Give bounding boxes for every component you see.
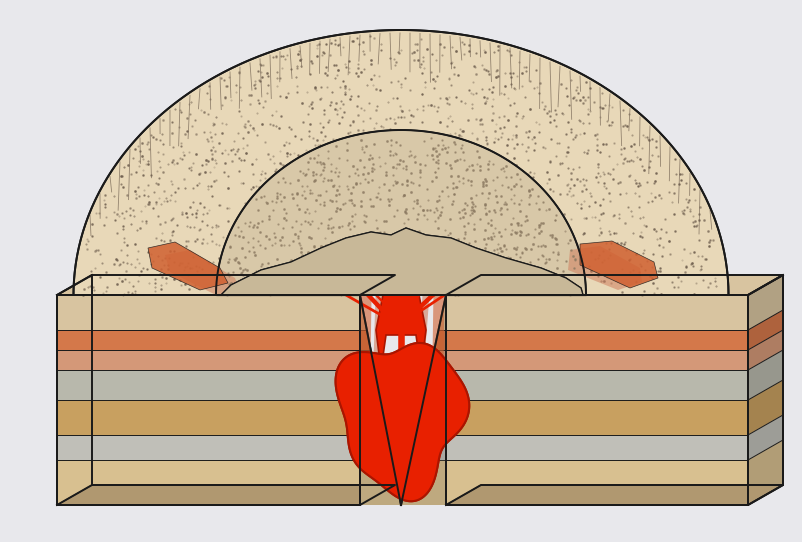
Polygon shape [74,30,727,295]
Polygon shape [567,246,642,290]
Polygon shape [359,370,380,400]
Polygon shape [747,275,782,330]
Polygon shape [445,435,747,460]
Polygon shape [57,295,359,330]
Polygon shape [359,400,387,435]
Polygon shape [359,330,371,350]
Polygon shape [423,370,445,400]
Polygon shape [400,460,445,505]
Polygon shape [57,330,359,350]
Polygon shape [445,460,747,505]
Polygon shape [445,295,747,330]
Polygon shape [216,130,585,295]
Polygon shape [445,350,747,370]
Polygon shape [747,380,782,435]
Polygon shape [359,295,367,330]
Polygon shape [429,350,445,370]
Polygon shape [57,370,359,400]
Polygon shape [747,310,782,350]
Polygon shape [445,370,747,400]
Polygon shape [359,460,400,505]
Polygon shape [148,242,228,290]
Polygon shape [445,275,782,295]
Polygon shape [359,350,375,370]
Polygon shape [57,275,395,295]
Polygon shape [359,435,391,460]
Polygon shape [747,440,782,505]
Polygon shape [164,250,240,296]
Polygon shape [221,228,582,295]
Polygon shape [438,295,445,330]
Polygon shape [57,435,359,460]
Polygon shape [445,330,747,350]
Polygon shape [57,400,359,435]
Polygon shape [221,228,582,295]
Polygon shape [445,485,782,505]
Polygon shape [415,400,445,435]
Polygon shape [747,350,782,400]
Polygon shape [57,350,359,370]
Polygon shape [375,295,426,370]
Polygon shape [445,400,747,435]
Polygon shape [410,435,445,460]
Polygon shape [434,330,445,350]
Polygon shape [747,415,782,460]
Polygon shape [747,330,782,370]
Polygon shape [346,248,490,295]
Polygon shape [335,343,468,501]
Polygon shape [57,485,395,505]
Polygon shape [579,241,657,288]
Polygon shape [335,343,468,501]
Polygon shape [57,460,359,505]
